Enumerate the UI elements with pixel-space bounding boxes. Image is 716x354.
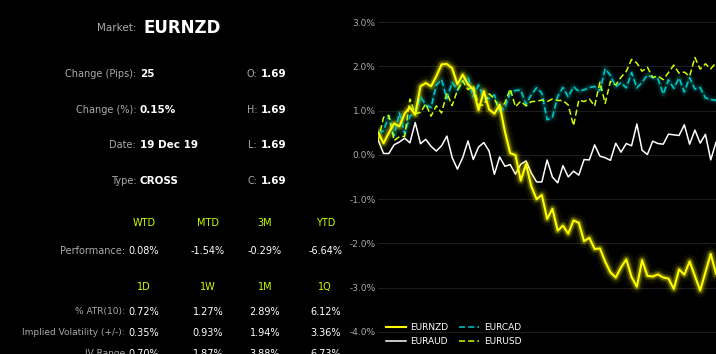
EURAUD [374, 138, 382, 142]
Text: 1.87%: 1.87% [193, 349, 223, 354]
EURAUD [553, 181, 562, 185]
EURCAD [701, 96, 710, 100]
EURAUD [558, 164, 567, 168]
Text: 3.88%: 3.88% [250, 349, 280, 354]
Text: 19 Dec 19: 19 Dec 19 [140, 140, 198, 150]
Text: Change (Pips):: Change (Pips): [65, 69, 136, 79]
EURNZD [442, 62, 451, 66]
Text: Type:: Type: [110, 176, 136, 185]
Text: Market:: Market: [97, 23, 136, 33]
EURNZD [701, 270, 710, 274]
EURUSD [522, 104, 531, 108]
EURAUD [712, 140, 716, 144]
Text: 1W: 1W [200, 282, 216, 292]
EURNZD [522, 162, 531, 166]
Text: IV Range: IV Range [84, 349, 125, 354]
Text: 1.69: 1.69 [261, 69, 286, 79]
Text: 0.70%: 0.70% [128, 349, 159, 354]
Text: 1.27%: 1.27% [193, 307, 223, 316]
EURAUD [480, 141, 488, 145]
EURAUD [674, 133, 683, 138]
Text: 0.35%: 0.35% [128, 328, 159, 338]
EURUSD [712, 61, 716, 65]
Text: 25: 25 [140, 69, 155, 79]
Line: EURUSD: EURUSD [378, 57, 716, 141]
EURCAD [458, 79, 467, 83]
EURUSD [553, 98, 562, 103]
Text: Date:: Date: [110, 140, 136, 150]
Text: 0.72%: 0.72% [128, 307, 159, 316]
EURAUD [411, 120, 420, 125]
EURCAD [374, 131, 382, 135]
EURUSD [480, 103, 488, 108]
EURUSD [390, 138, 398, 143]
Text: 0.15%: 0.15% [140, 105, 176, 115]
EURNZD [480, 89, 488, 93]
EURNZD [458, 73, 467, 77]
Text: 1Q: 1Q [319, 282, 332, 292]
EURUSD [701, 62, 710, 66]
Text: -0.29%: -0.29% [248, 246, 282, 256]
Text: YTD: YTD [316, 218, 335, 228]
Text: O:: O: [246, 69, 257, 79]
Text: Change (%):: Change (%): [76, 105, 136, 115]
EURCAD [674, 76, 683, 80]
Text: 6.73%: 6.73% [310, 349, 341, 354]
Text: 0.08%: 0.08% [128, 246, 159, 256]
Text: Implied Volatility (+/-):: Implied Volatility (+/-): [22, 328, 125, 337]
Text: 3.36%: 3.36% [310, 328, 341, 338]
Text: -6.64%: -6.64% [309, 246, 342, 256]
EURCAD [712, 98, 716, 103]
EURAUD [522, 159, 531, 163]
EURUSD [669, 63, 678, 67]
Text: 1.69: 1.69 [261, 140, 286, 150]
Text: Performance:: Performance: [59, 246, 125, 256]
Text: 0.93%: 0.93% [193, 328, 223, 338]
Text: 1M: 1M [258, 282, 272, 292]
EURUSD [691, 55, 700, 59]
EURNZD [553, 228, 562, 233]
Text: C:: C: [247, 176, 257, 185]
Text: WTD: WTD [132, 218, 155, 228]
Text: 1.69: 1.69 [261, 105, 286, 115]
Text: % ATR(10):: % ATR(10): [75, 307, 125, 316]
Text: EURNZD: EURNZD [144, 19, 221, 37]
EURNZD [696, 288, 705, 292]
EURUSD [458, 79, 467, 83]
Line: EURNZD: EURNZD [378, 64, 716, 290]
Text: L:: L: [248, 140, 257, 150]
EURNZD [374, 130, 382, 135]
EURAUD [458, 155, 467, 160]
EURAUD [701, 132, 710, 136]
Text: 1D: 1D [137, 282, 150, 292]
EURUSD [374, 138, 382, 142]
Line: EURCAD: EURCAD [378, 69, 716, 136]
EURNZD [669, 287, 678, 291]
Legend: EURNZD, EURAUD, EURCAD, EURUSD: EURNZD, EURAUD, EURCAD, EURUSD [386, 324, 521, 346]
Text: H:: H: [246, 105, 257, 115]
EURCAD [601, 67, 609, 71]
EURNZD [712, 272, 716, 276]
EURCAD [390, 133, 398, 138]
Text: -1.54%: -1.54% [191, 246, 225, 256]
Text: 2.89%: 2.89% [249, 307, 280, 316]
EURCAD [480, 96, 488, 100]
EURCAD [553, 95, 562, 99]
Text: 1.94%: 1.94% [250, 328, 280, 338]
Text: CROSS: CROSS [140, 176, 179, 185]
Text: 1.69: 1.69 [261, 176, 286, 185]
EURCAD [522, 102, 531, 107]
Text: 6.12%: 6.12% [310, 307, 341, 316]
Text: 3M: 3M [258, 218, 272, 228]
Text: MTD: MTD [197, 218, 219, 228]
Line: EURAUD: EURAUD [378, 122, 716, 183]
